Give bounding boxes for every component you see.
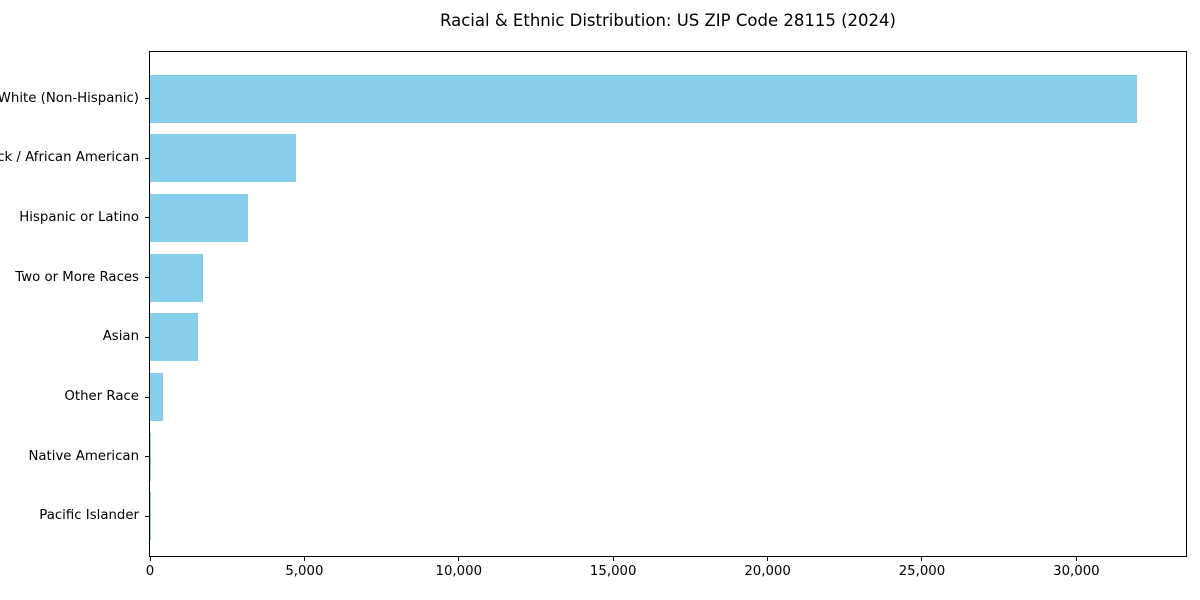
- x-tick-label: 30,000: [1053, 564, 1100, 579]
- chart-title: Racial & Ethnic Distribution: US ZIP Cod…: [440, 11, 896, 30]
- y-tick-mark: [145, 515, 149, 517]
- bar-hispanic-or-latino: [150, 193, 248, 242]
- y-tick-label: Two or More Races: [15, 269, 139, 285]
- x-tick-label: 10,000: [435, 564, 483, 579]
- y-tick-label: Native American: [28, 448, 139, 464]
- x-tick-label: 0: [145, 564, 155, 579]
- bar-other-race: [150, 373, 163, 421]
- bar-asian: [150, 313, 198, 362]
- y-tick-mark: [145, 456, 149, 458]
- y-tick-mark: [145, 336, 149, 338]
- bar-black-african-american: [150, 134, 296, 183]
- y-tick-mark: [145, 157, 149, 159]
- x-tick-mark: [458, 557, 460, 561]
- bar-native-american: [150, 432, 152, 481]
- y-tick-mark: [145, 98, 149, 99]
- y-tick-label: Black / African American: [0, 150, 139, 166]
- x-tick-mark: [612, 557, 614, 561]
- plot-area: [149, 51, 1187, 557]
- x-tick-label: 20,000: [744, 564, 791, 579]
- y-tick-mark: [145, 277, 149, 279]
- x-tick-mark: [303, 557, 305, 561]
- x-tick-mark: [149, 557, 151, 561]
- y-tick-label: White (Non-Hispanic): [0, 90, 139, 106]
- y-tick-label: Other Race: [64, 389, 139, 404]
- x-tick-label: 15,000: [589, 564, 637, 579]
- x-tick-label: 25,000: [898, 564, 946, 579]
- x-tick-label: 5,000: [285, 564, 324, 579]
- x-tick-mark: [921, 557, 923, 561]
- y-tick-mark: [145, 396, 149, 398]
- y-tick-mark: [145, 217, 149, 219]
- bar-white-non-hispanic: [150, 74, 1137, 123]
- y-tick-label: Asian: [102, 329, 139, 345]
- y-tick-label: Pacific Islander: [39, 508, 139, 524]
- x-tick-mark: [767, 557, 769, 561]
- y-tick-label: Hispanic or Latino: [19, 209, 139, 225]
- x-tick-mark: [1075, 557, 1077, 561]
- bar-two-or-more-races: [150, 253, 203, 302]
